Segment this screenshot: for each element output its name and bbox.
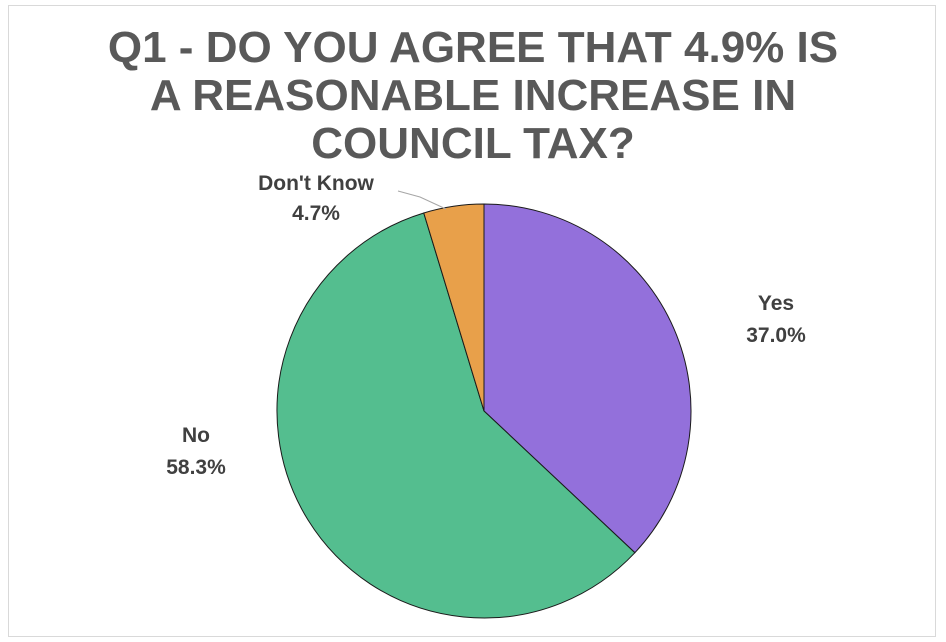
chart-title-line-2: A REASONABLE INCREASE IN — [149, 71, 797, 120]
slice-label-dont-know-value: 4.7% — [292, 202, 340, 225]
dont-know-leader-line — [397, 190, 447, 210]
slice-label-yes-category: Yes — [758, 292, 794, 315]
chart-title-line-1: Q1 - DO YOU AGREE THAT 4.9% IS — [107, 23, 839, 72]
pie-slice-yes — [483, 203, 692, 554]
chart-title: Q1 - DO YOU AGREE THAT 4.9% IS A REASONA… — [0, 24, 946, 168]
slice-label-no-value: 58.3% — [166, 456, 226, 479]
pie-slice-don-t-know — [423, 203, 485, 412]
pie-slice-no — [276, 212, 636, 619]
pie-slices — [276, 203, 692, 619]
slice-label-no-category: No — [182, 424, 210, 447]
pie-data-labels: Yes 37.0% No 58.3% Don't Know 4.7% — [166, 172, 806, 479]
chart-title-line-3: COUNCIL TAX? — [311, 119, 635, 168]
slice-label-yes-value: 37.0% — [746, 324, 806, 347]
slice-label-dont-know-category: Don't Know — [258, 172, 374, 195]
